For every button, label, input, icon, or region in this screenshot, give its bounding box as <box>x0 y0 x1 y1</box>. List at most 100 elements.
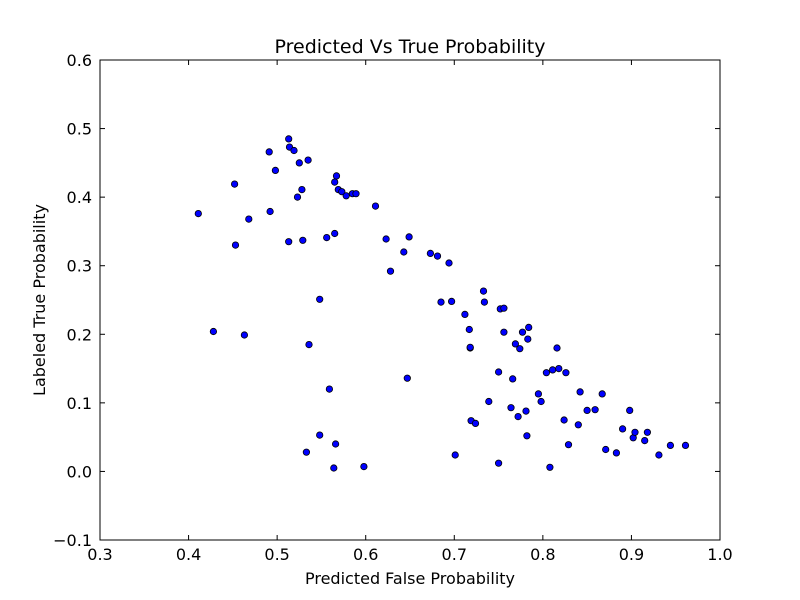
scatter-point <box>643 428 652 436</box>
scatter-point <box>302 448 310 456</box>
scatter-point <box>295 159 303 167</box>
scatter-point <box>598 390 606 398</box>
x-axis-label: Predicted False Probability <box>305 569 515 588</box>
scatter-point <box>386 267 395 275</box>
scatter-point <box>509 375 517 383</box>
x-tick-label: 0.5 <box>264 545 289 564</box>
y-tick-label: 0.3 <box>67 257 92 276</box>
points-layer <box>194 135 690 472</box>
scatter-point <box>602 445 610 454</box>
scatter-point <box>480 298 488 306</box>
scatter-point <box>298 186 306 194</box>
x-axis: 0.3 0.4 0.5 0.6 0.7 0.8 0.9 1.0 <box>87 60 733 564</box>
y-tick-label: 0.4 <box>67 188 92 207</box>
scatter-point <box>555 364 563 373</box>
scatter-point <box>518 328 527 336</box>
chart-title: Predicted Vs True Probability <box>274 36 545 58</box>
scatter-point <box>304 156 312 164</box>
scatter-point <box>323 234 331 242</box>
y-axis: −0.1 0.0 0.1 0.2 0.3 0.4 0.5 0.6 <box>53 51 720 550</box>
scatter-point <box>231 180 239 188</box>
y-tick-label: 0.2 <box>67 325 92 344</box>
scatter-point <box>426 249 434 257</box>
scatter-point <box>537 397 545 406</box>
scatter-point <box>576 388 584 396</box>
scatter-point <box>626 406 634 414</box>
x-tick-label: 0.4 <box>176 545 201 564</box>
scatter-point <box>574 421 582 429</box>
x-tick-label: 1.0 <box>707 545 732 564</box>
scatter-point <box>516 345 524 353</box>
y-tick-label: 0.5 <box>67 120 92 139</box>
scatter-point <box>631 428 639 436</box>
scatter-point <box>352 190 360 198</box>
x-tick-label: 0.7 <box>442 545 467 564</box>
axes-frame <box>99 59 721 541</box>
scatter-point <box>293 193 302 201</box>
scatter-point <box>265 148 273 156</box>
scatter-point <box>299 236 307 244</box>
scatter-point <box>494 368 503 376</box>
scatter-point <box>465 325 473 334</box>
scatter-point <box>305 340 313 349</box>
y-tick-label: 0.6 <box>67 51 92 70</box>
scatter-point <box>403 374 411 382</box>
scatter-point <box>447 297 456 305</box>
scatter-point <box>511 340 520 348</box>
scatter-point <box>332 172 341 180</box>
scatter-point <box>548 366 557 374</box>
scatter-point <box>542 369 551 377</box>
scatter-point <box>612 449 621 457</box>
x-tick-label: 0.6 <box>353 545 378 564</box>
y-axis-label: Labeled True Probability <box>30 204 49 396</box>
scatter-point <box>209 327 217 336</box>
scatter-point <box>461 310 469 318</box>
scatter-point <box>331 440 340 448</box>
scatter-point <box>494 459 503 467</box>
scatter-point <box>331 229 339 238</box>
scatter-point <box>500 304 508 312</box>
scatter-point <box>553 344 561 352</box>
scatter-point <box>681 441 690 449</box>
scatter-point <box>523 432 531 440</box>
scatter-point <box>466 343 474 351</box>
scatter-point <box>245 215 253 223</box>
scatter-point <box>583 406 591 414</box>
scatter-point <box>525 323 533 331</box>
scatter-point <box>514 412 522 421</box>
scatter-point <box>500 328 508 336</box>
scatter-point <box>285 238 293 246</box>
scatter-point <box>560 416 568 424</box>
x-tick-label: 0.9 <box>619 545 644 564</box>
scatter-point <box>534 390 543 398</box>
x-tick-label: 0.3 <box>87 545 112 564</box>
scatter-point <box>591 406 599 414</box>
scatter-point <box>331 178 339 186</box>
scatter-point <box>285 135 293 143</box>
scatter-point <box>338 188 346 196</box>
scatter-point <box>400 248 408 256</box>
scatter-point <box>522 407 530 415</box>
scatter-point <box>266 207 274 216</box>
y-tick-label: 0.0 <box>67 462 92 481</box>
scatter-point <box>290 146 298 155</box>
scatter-point <box>562 369 570 377</box>
scatter-point <box>445 259 453 267</box>
scatter-point <box>405 233 413 241</box>
y-tick-label: −0.1 <box>53 531 92 550</box>
scatter-point <box>641 436 649 445</box>
scatter-point <box>194 210 202 218</box>
x-tick-label: 0.8 <box>530 545 555 564</box>
scatter-point <box>485 397 493 406</box>
y-tick-label: 0.1 <box>67 394 92 413</box>
scatter-point <box>231 241 240 249</box>
scatter-point <box>433 252 442 260</box>
scatter-point <box>546 463 554 471</box>
scatter-point <box>342 192 350 200</box>
scatter-point <box>451 451 459 459</box>
scatter-point <box>479 287 488 295</box>
scatter-point <box>316 431 324 439</box>
scatter-point <box>507 404 515 412</box>
